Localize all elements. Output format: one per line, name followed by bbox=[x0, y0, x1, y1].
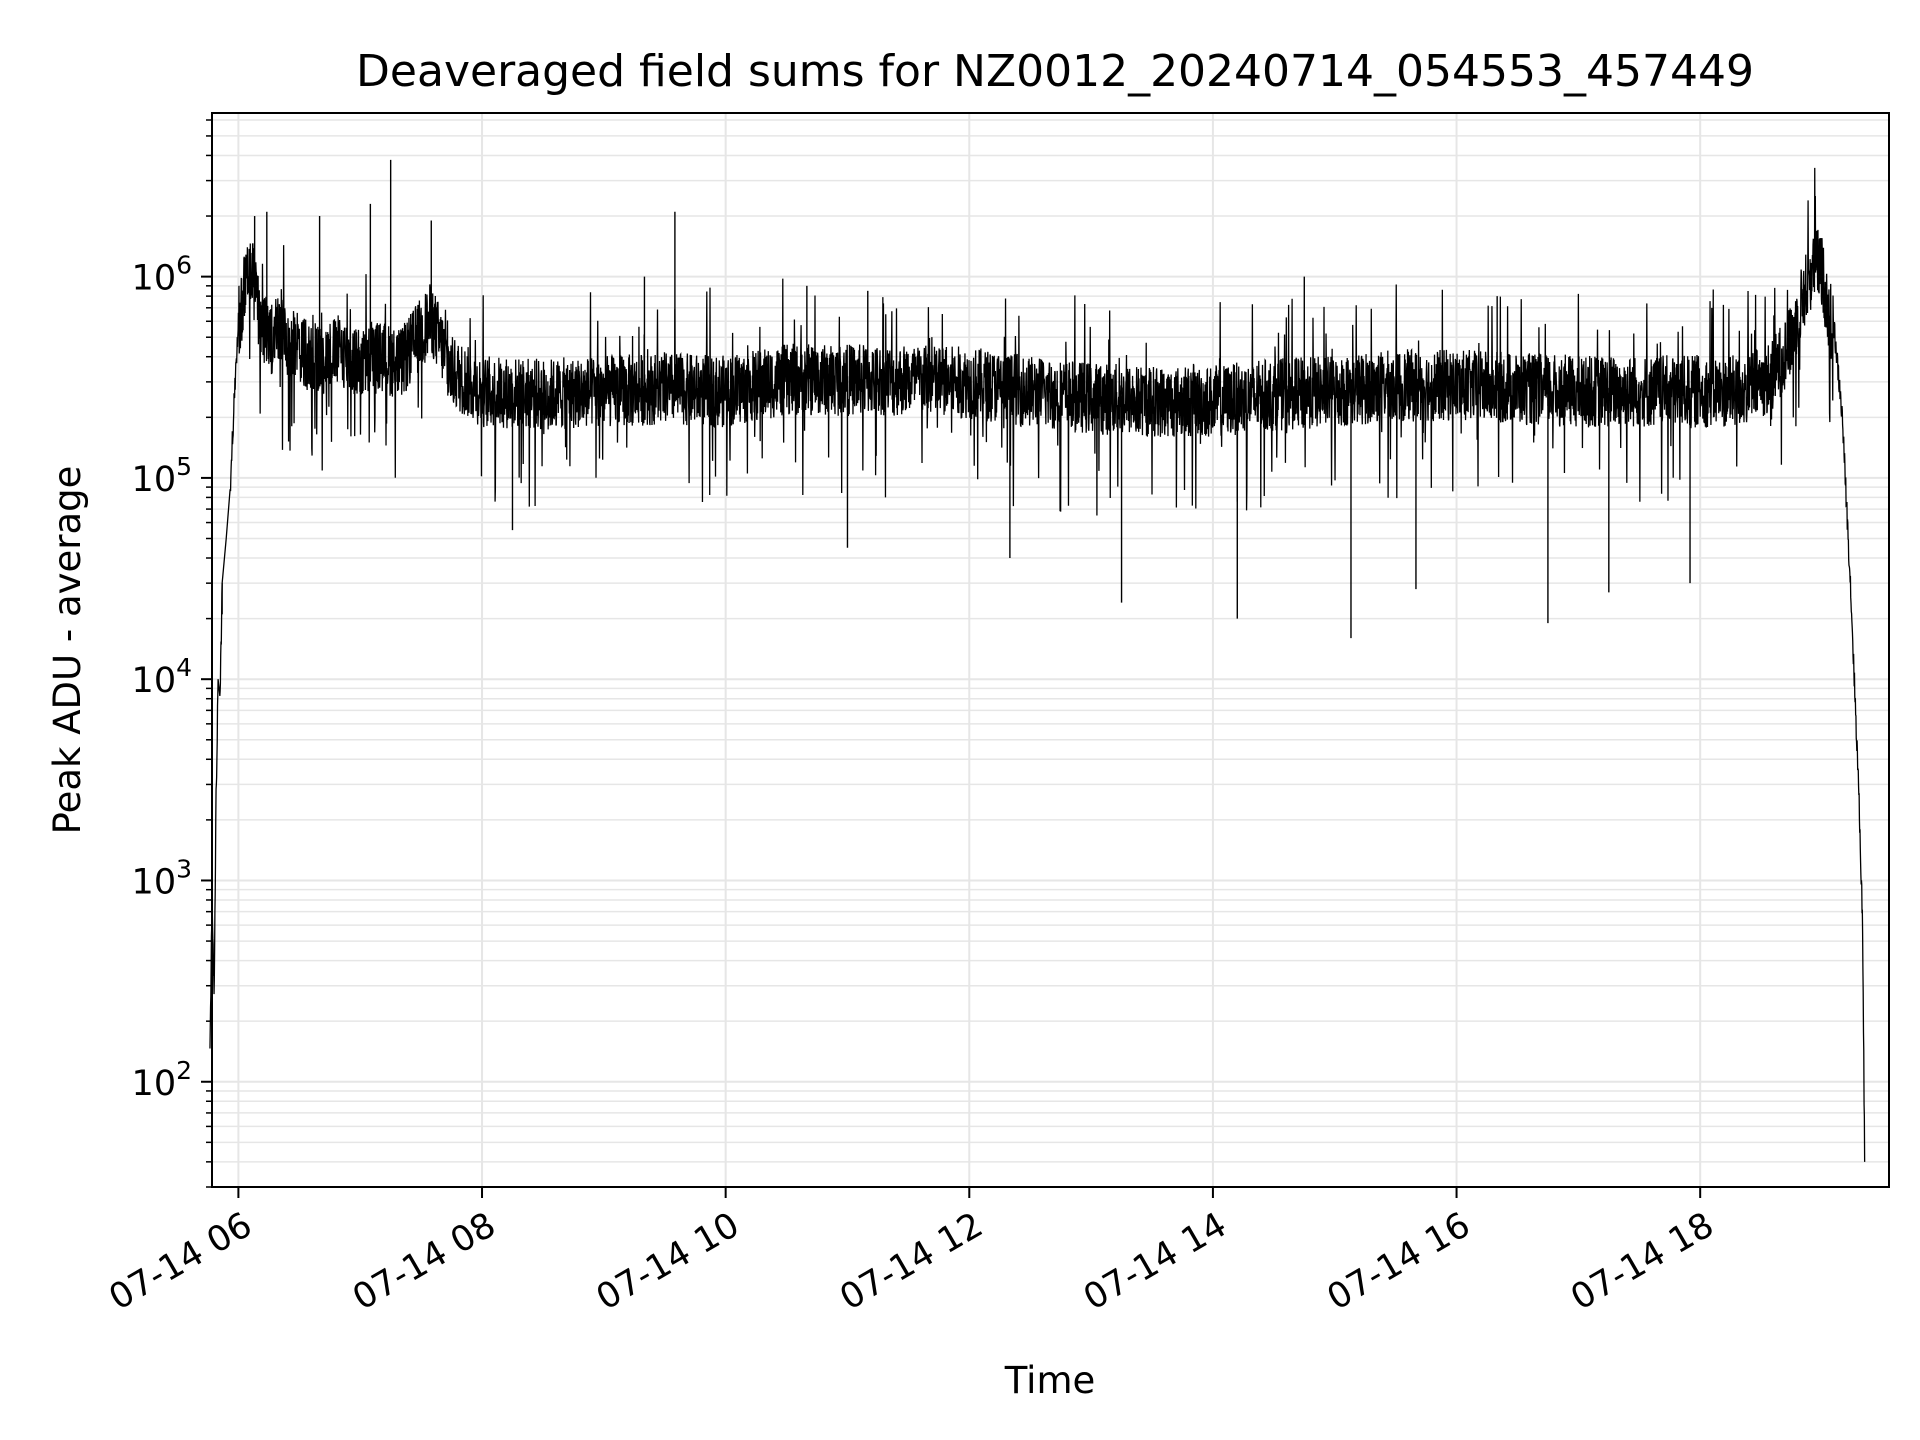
chart-title: Deaveraged field sums for NZ0012_2024071… bbox=[356, 46, 1754, 97]
y-tick-label: 104 bbox=[132, 653, 192, 701]
data-layer bbox=[209, 159, 1866, 1162]
series-line bbox=[209, 167, 1866, 1162]
plot-frame bbox=[211, 112, 1890, 1188]
plot-area bbox=[212, 113, 1889, 1187]
y-axis-label: Peak ADU - average bbox=[46, 466, 89, 835]
y-tick-label: 106 bbox=[132, 251, 192, 299]
x-axis-label: Time bbox=[1004, 1359, 1096, 1402]
y-tick-label: 102 bbox=[132, 1056, 192, 1104]
y-axis: 102 103 104 105 106 bbox=[132, 119, 212, 1188]
y-tick-label: 105 bbox=[132, 452, 192, 500]
y-tick-label: 103 bbox=[132, 854, 192, 902]
